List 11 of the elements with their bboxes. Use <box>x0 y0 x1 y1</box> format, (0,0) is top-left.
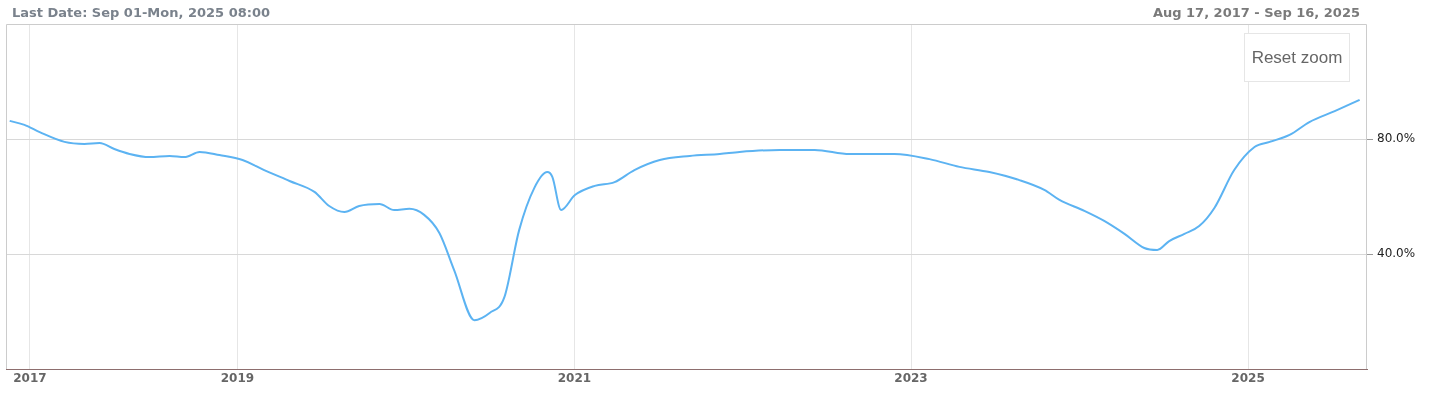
line-series <box>8 98 1361 322</box>
x-tick-label: 2017 <box>13 371 47 386</box>
x-tick-label: 2023 <box>894 371 928 386</box>
chart-subtitle: Aug 17, 2017 - Sep 16, 2025 <box>1152 5 1360 20</box>
chart-title: Last Date: Sep 01-Mon, 2025 08:00 <box>12 5 271 20</box>
reset-zoom-button: Reset zoom <box>1244 33 1350 82</box>
y-tick-label: 40.0% <box>1377 246 1416 261</box>
x-tick-label: 2019 <box>220 371 255 386</box>
y-tick-label: 80.0% <box>1377 131 1416 146</box>
x-tick-label: 2025 <box>1231 371 1265 386</box>
x-tick-label: 2021 <box>557 371 592 386</box>
